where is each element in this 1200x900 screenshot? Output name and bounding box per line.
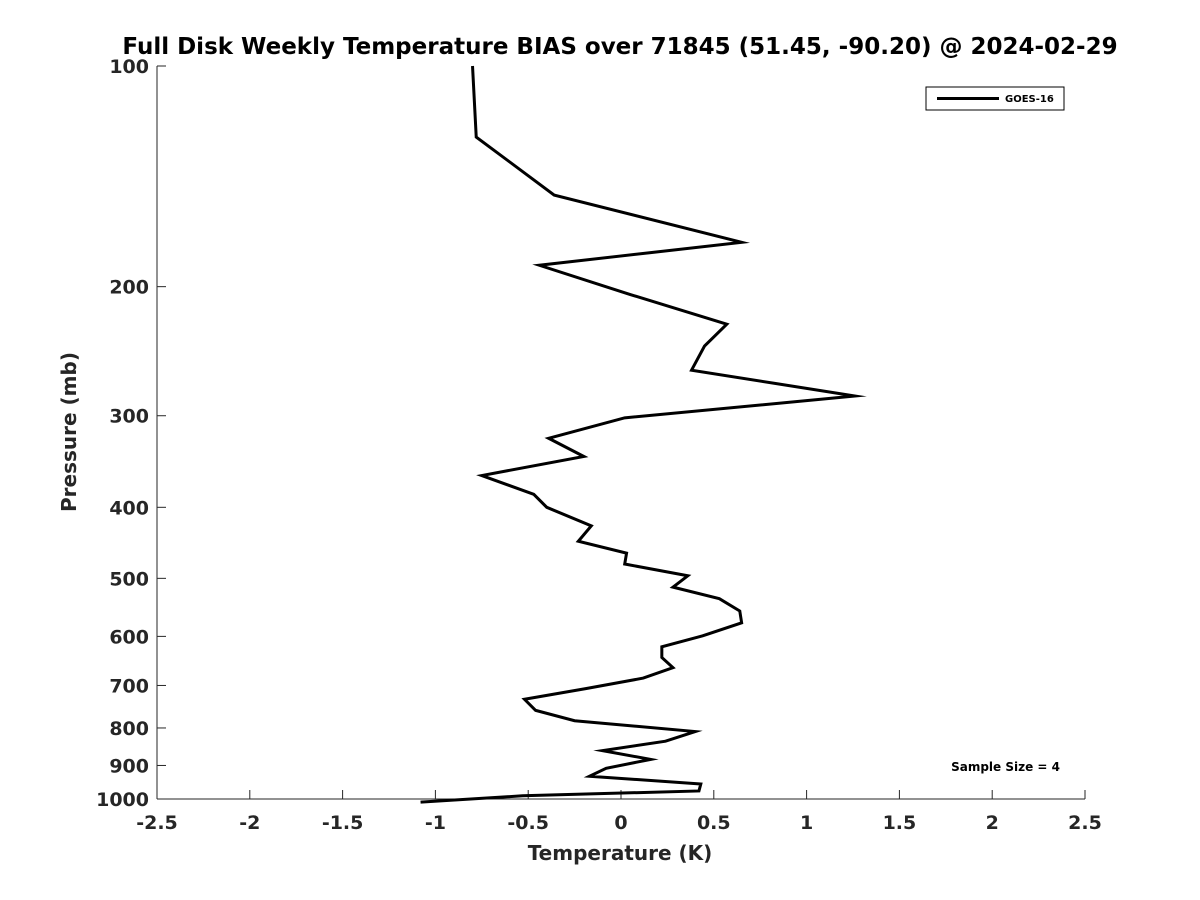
series-line-goes-16	[420, 65, 867, 804]
plot-axes	[156, 66, 1085, 800]
series-layer	[420, 65, 867, 804]
x-tick-label: -1.5	[322, 812, 364, 834]
x-axis-label: Temperature (K)	[528, 841, 713, 865]
y-tick-label: 100	[109, 56, 149, 78]
x-axis-ticks: -2.5 -2 -1.5 -1 -0.5 0 0.5 1 1.5 2 2.5	[136, 790, 1102, 834]
x-tick-label: -0.5	[507, 812, 549, 834]
x-tick-label: 2	[986, 812, 999, 834]
x-tick-label: 0.5	[697, 812, 731, 834]
y-axis-label: Pressure (mb)	[57, 352, 81, 512]
y-axis-ticks: 100 200 300 400 500 600 700 800 900 1000	[96, 56, 166, 811]
chart-title: Full Disk Weekly Temperature BIAS over 7…	[122, 34, 1117, 60]
y-tick-label: 600	[109, 626, 149, 648]
x-tick-label: -2	[239, 812, 260, 834]
y-tick-label: 200	[109, 277, 149, 299]
x-tick-label: 0	[614, 812, 627, 834]
y-tick-label: 500	[109, 568, 149, 590]
x-tick-label: 2.5	[1068, 812, 1102, 834]
y-tick-label: 300	[109, 406, 149, 428]
x-tick-label: -1	[425, 812, 446, 834]
x-tick-label: 1.5	[883, 812, 917, 834]
y-tick-label: 400	[109, 497, 149, 519]
legend: GOES-16	[925, 86, 1065, 111]
x-tick-label: -2.5	[136, 812, 178, 834]
legend-label-goes-16: GOES-16	[1005, 94, 1054, 105]
x-tick-label: 1	[800, 812, 813, 834]
y-tick-label: 800	[109, 718, 149, 740]
y-tick-label: 900	[109, 755, 149, 777]
y-tick-label: 700	[109, 675, 149, 697]
sample-size-annotation: Sample Size = 4	[951, 760, 1060, 774]
y-tick-label: 1000	[96, 789, 149, 811]
